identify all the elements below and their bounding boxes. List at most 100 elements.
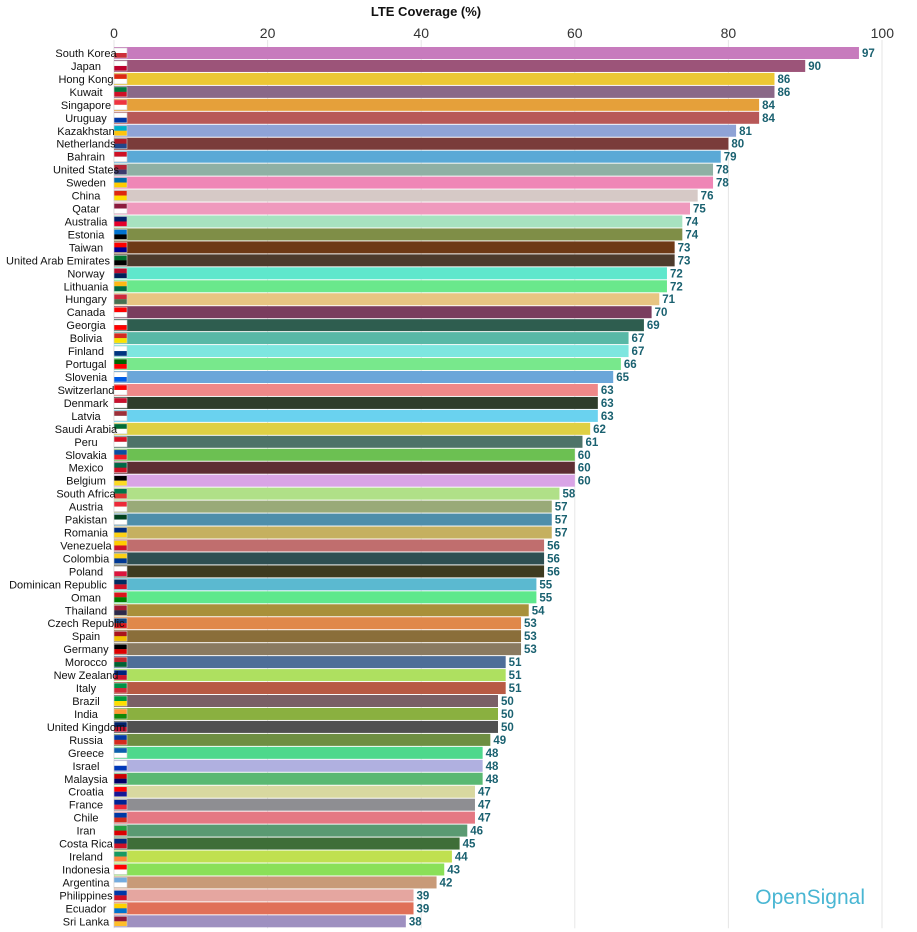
flag-icon — [113, 449, 128, 461]
value-label: 60 — [578, 450, 591, 462]
value-label: 56 — [547, 553, 560, 565]
flag-icon — [113, 527, 128, 538]
flag-icon — [113, 73, 128, 85]
category-label: Philippines — [59, 890, 113, 902]
flag-icon — [113, 138, 128, 150]
bar — [114, 461, 575, 474]
category-label: New Zealand — [54, 670, 119, 682]
category-label: Slovakia — [65, 450, 107, 462]
category-label: Czech Republic — [47, 618, 125, 630]
bar — [114, 759, 483, 772]
flag-icon — [113, 553, 128, 564]
bar — [114, 707, 498, 720]
category-label: Saudi Arabia — [55, 424, 118, 436]
flag-icon — [113, 86, 128, 98]
value-label: 55 — [539, 592, 552, 604]
bar — [114, 202, 690, 215]
value-label: 60 — [578, 476, 591, 488]
x-tick-label: 100 — [871, 25, 895, 41]
category-label: Dominican Republic — [9, 579, 107, 591]
category-label: Norway — [67, 268, 105, 280]
value-label: 81 — [739, 126, 752, 138]
category-label: India — [74, 709, 99, 721]
bar — [114, 189, 698, 202]
category-label: China — [72, 191, 102, 203]
flag-icon — [113, 566, 128, 577]
x-axis-ticks: 0 20 40 60 80 100 — [110, 25, 894, 41]
category-label: Mexico — [69, 463, 104, 475]
bar — [114, 746, 483, 759]
bar — [114, 669, 506, 682]
opensignal-logo: OpenSignal — [755, 886, 865, 909]
value-label: 50 — [501, 722, 514, 734]
value-label: 74 — [685, 229, 698, 241]
category-label: Pakistan — [65, 515, 107, 527]
bar — [114, 513, 552, 526]
category-label: Hungary — [65, 294, 107, 306]
category-label: Kazakhstan — [57, 126, 114, 138]
bar — [114, 850, 452, 863]
value-label: 57 — [555, 515, 568, 527]
flag-icon — [113, 643, 128, 655]
value-label: 39 — [417, 903, 430, 915]
value-label: 78 — [716, 178, 729, 190]
bar — [114, 682, 506, 695]
value-label: 97 — [862, 48, 875, 60]
flag-icon — [113, 203, 128, 214]
value-label: 53 — [524, 631, 537, 643]
value-label: 74 — [685, 216, 698, 228]
flag-icon — [113, 242, 128, 253]
bar — [114, 630, 522, 643]
category-label: Japan — [71, 61, 101, 73]
flag-icon — [113, 462, 128, 474]
value-label: 72 — [670, 268, 683, 280]
category-label: Qatar — [72, 204, 100, 216]
flag-icon — [113, 812, 128, 823]
bar — [114, 111, 760, 124]
category-label: Ireland — [69, 852, 103, 864]
flag-icon — [113, 721, 128, 733]
category-label: Russia — [69, 735, 104, 747]
value-label: 48 — [486, 761, 499, 773]
bar — [114, 98, 760, 111]
bar — [114, 176, 714, 189]
flag-icon — [113, 306, 128, 318]
bar — [114, 837, 460, 850]
bar — [114, 85, 775, 98]
bar — [114, 319, 644, 332]
value-label: 49 — [493, 735, 506, 747]
bar — [114, 889, 414, 902]
value-label: 46 — [470, 826, 483, 838]
value-label: 39 — [417, 890, 430, 902]
bar — [114, 241, 675, 254]
bars — [114, 47, 859, 928]
bar — [114, 254, 675, 267]
category-label: Latvia — [71, 411, 101, 423]
flag-icon — [113, 99, 128, 111]
bar — [114, 332, 629, 345]
flag-icon — [113, 838, 128, 849]
flag-icon — [113, 280, 128, 292]
flag-icon — [113, 436, 128, 448]
flag-icon — [113, 656, 128, 668]
flag-icon — [113, 579, 128, 590]
category-label: Sweden — [66, 178, 106, 190]
value-label: 44 — [455, 852, 468, 864]
value-label: 48 — [486, 748, 499, 760]
flag-icon — [113, 332, 128, 344]
flag-icon — [113, 747, 128, 759]
category-label: Israel — [73, 761, 100, 773]
flag-icon — [113, 630, 128, 642]
bar — [114, 915, 406, 928]
value-label: 65 — [616, 372, 629, 384]
value-label: 62 — [593, 424, 606, 436]
flag-icon — [113, 319, 128, 331]
bar — [114, 604, 529, 617]
flag-icon — [113, 773, 128, 785]
category-label: United States — [53, 165, 120, 177]
flag-icon — [113, 786, 128, 798]
value-label: 71 — [662, 294, 675, 306]
